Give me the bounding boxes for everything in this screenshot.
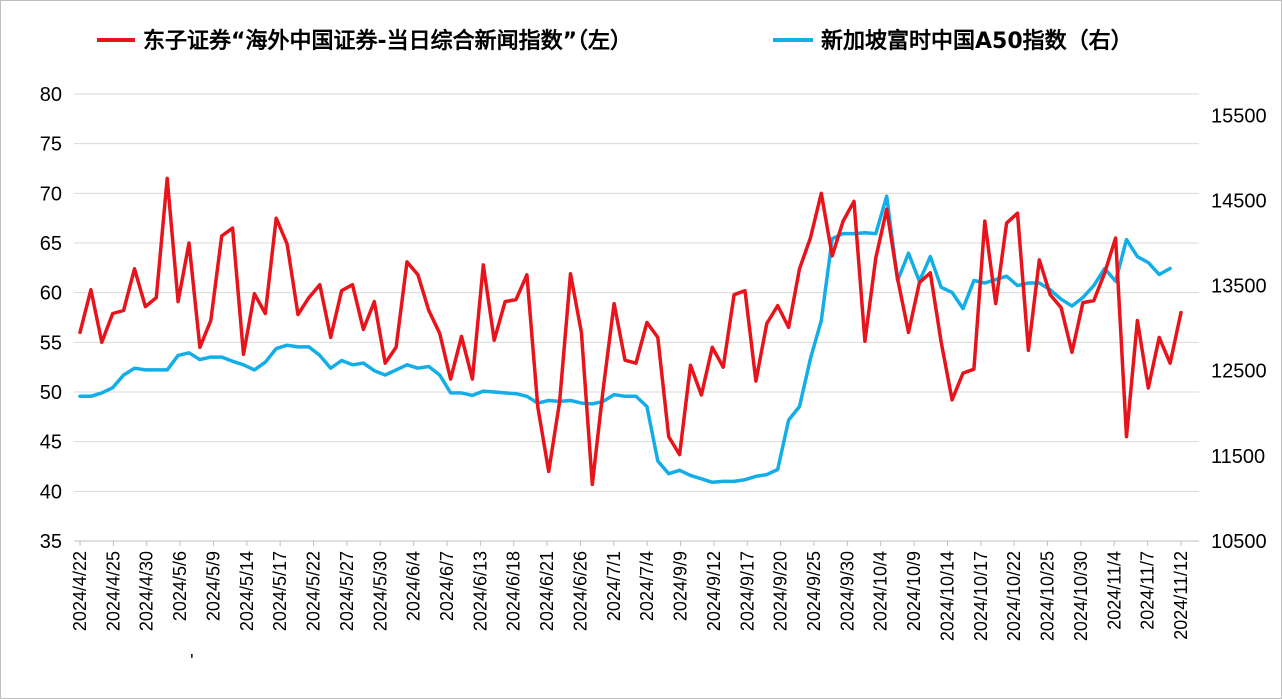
x-tick-label: 2024/10/4 [871, 551, 891, 631]
right-tick-label: 10500 [1211, 531, 1267, 553]
left-tick-label: 75 [40, 134, 62, 156]
x-tick-label: 2024/5/17 [270, 551, 290, 631]
x-tick-label: 2024/10/17 [971, 551, 991, 641]
x-tick-label: 2024/5/27 [337, 551, 357, 631]
left-tick-label: 65 [40, 233, 62, 255]
x-tick-label: 2024/6/18 [504, 551, 524, 631]
legend: 东子证券“海外中国证券-当日综合新闻指数”（左） 新加坡富时中国A50指数（右） [97, 28, 1133, 54]
x-tick-label: 2024/4/25 [103, 551, 123, 631]
legend-label-a50-index: 新加坡富时中国A50指数（右） [821, 28, 1133, 54]
x-tick-label: 2024/11/12 [1171, 551, 1191, 640]
series-group [78, 176, 1183, 487]
left-tick-label: 80 [40, 84, 62, 106]
right-axis: 10500 11500 12500 13500 14500 15500 [1211, 105, 1267, 553]
right-tick-label: 11500 [1211, 446, 1265, 468]
x-tick-label: 2024/4/22 [70, 551, 90, 631]
x-tick-label: 2024/5/9 [203, 551, 223, 621]
right-tick-label: 13500 [1211, 276, 1267, 298]
x-tick-label: 2024/7/4 [637, 551, 657, 621]
x-tick-label: 2024/9/30 [837, 551, 857, 631]
x-tick-label: 2024/6/21 [537, 551, 557, 631]
right-tick-label: 15500 [1211, 105, 1267, 127]
x-tick-label: 2024/5/14 [237, 551, 257, 631]
x-tick-label: 2024/6/4 [404, 551, 424, 621]
x-tick-label: 2024/10/25 [1038, 551, 1058, 641]
x-tick-label: 2024/11/7 [1138, 551, 1158, 630]
x-stray-mark: ' [190, 651, 193, 671]
left-tick-label: 50 [40, 382, 62, 404]
x-tick-label: 2024/10/14 [937, 551, 957, 641]
left-tick-label: 70 [40, 183, 62, 205]
x-tick-label: 2024/6/13 [470, 551, 490, 631]
x-tick-label: 2024/9/17 [737, 551, 757, 631]
x-tick-label: 2024/5/22 [304, 551, 324, 631]
x-tick-label: 2024/5/6 [170, 551, 190, 621]
left-tick-label: 60 [40, 283, 62, 305]
x-tick-label: 2024/10/30 [1071, 551, 1091, 641]
x-tick-label: 2024/9/20 [771, 551, 791, 631]
x-tick-label: 2024/10/22 [1004, 551, 1024, 641]
left-tick-label: 35 [40, 531, 62, 553]
legend-label-news-index: 东子证券“海外中国证券-当日综合新闻指数”（左） [143, 28, 632, 54]
x-tick-label: 2024/5/30 [370, 551, 390, 631]
x-tick-label: 2024/6/26 [570, 551, 590, 631]
x-tick-label: 2024/11/4 [1104, 551, 1124, 630]
left-tick-label: 40 [40, 481, 62, 503]
x-tick-label: 2024/4/30 [137, 551, 157, 631]
x-tick-label: 2024/9/25 [804, 551, 824, 631]
x-tick-label: 2024/9/9 [671, 551, 691, 621]
right-tick-label: 12500 [1211, 361, 1267, 383]
left-tick-label: 45 [40, 432, 62, 454]
gridlines [74, 93, 1199, 542]
x-tick-label: 2024/7/1 [604, 551, 624, 621]
right-tick-label: 14500 [1211, 190, 1267, 212]
left-axis: 35 40 45 50 55 60 65 70 75 80 [40, 84, 62, 553]
news-index-line [78, 176, 1183, 487]
x-tick-label: 2024/10/9 [904, 551, 924, 631]
x-tick-label: 2024/6/7 [437, 551, 457, 621]
x-tick-label: 2024/9/12 [704, 551, 724, 631]
left-tick-label: 55 [40, 332, 62, 354]
a50-index-line [78, 194, 1172, 485]
x-axis: 2024/4/22 2024/4/25 2024/4/30 2024/5/6 2024/… [70, 540, 1199, 671]
